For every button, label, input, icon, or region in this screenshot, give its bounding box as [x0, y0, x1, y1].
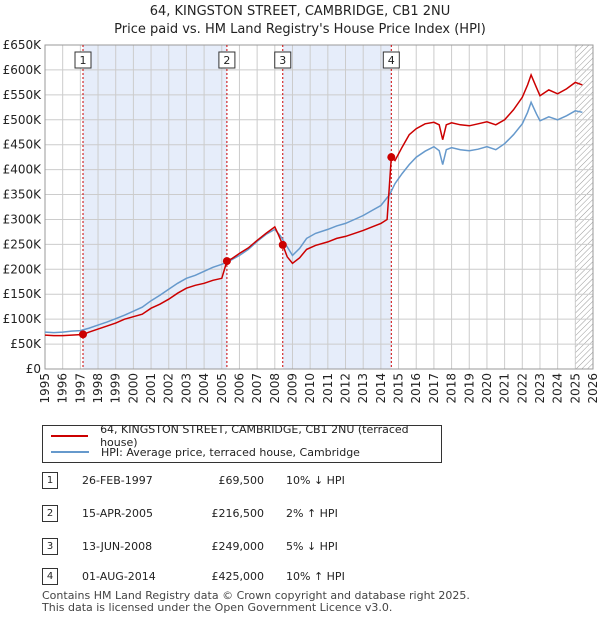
y-tick-label: £300K	[3, 212, 43, 226]
x-tick-label: 1998	[91, 373, 105, 404]
sale-point	[79, 330, 88, 339]
transaction-price: £216,500	[211, 507, 265, 520]
y-tick-label: £400K	[3, 163, 43, 177]
y-tick-label: £600K	[3, 63, 43, 77]
transaction-number: 1	[42, 472, 58, 489]
x-tick-label: 2025	[568, 373, 582, 404]
legend-item-hpi: HPI: Average price, terraced house, Camb…	[51, 444, 360, 460]
legend-label-hpi: HPI: Average price, terraced house, Camb…	[101, 445, 360, 459]
transaction-number: 4	[42, 568, 58, 585]
y-tick-label: £500K	[3, 113, 43, 127]
transaction-date: 13-JUN-2008	[82, 540, 153, 553]
y-tick-label: £650K	[3, 38, 43, 52]
transaction-price: £249,000	[211, 540, 265, 553]
transaction-number: 3	[42, 538, 58, 555]
x-tick-label: 2008	[268, 373, 282, 404]
chart-subtitle: Price paid vs. HM Land Registry's House …	[114, 22, 486, 37]
transaction-hpi: 2% ↑ HPI	[286, 507, 338, 520]
x-tick-label: 1996	[56, 373, 70, 404]
transaction-date: 01-AUG-2014	[82, 570, 156, 583]
marker-label: 2	[223, 54, 230, 67]
y-tick-label: £150K	[3, 287, 43, 301]
hpi-series-line	[44, 100, 583, 334]
x-tick-label: 2007	[250, 373, 264, 404]
y-tick-label: £550K	[3, 88, 43, 102]
shaded-period	[282, 45, 392, 369]
transaction-hpi: 5% ↓ HPI	[286, 540, 338, 553]
x-tick-label: 2020	[480, 373, 494, 404]
legend-swatch-hpi	[51, 451, 89, 453]
transaction-price: £69,500	[218, 474, 265, 487]
sale-point	[222, 257, 231, 266]
transaction-date: 26-FEB-1997	[82, 474, 153, 487]
x-tick-label: 2002	[162, 373, 176, 404]
y-tick-label: £50K	[10, 337, 42, 351]
x-tick-label: 2000	[126, 373, 140, 404]
x-tick-label: 2012	[339, 373, 353, 404]
x-tick-label: 2010	[303, 373, 317, 404]
transaction-number: 2	[42, 505, 58, 522]
legend: 64, KINGSTON STREET, CAMBRIDGE, CB1 2NU …	[42, 423, 442, 463]
property-series-line	[44, 72, 583, 337]
x-tick-label: 1999	[109, 373, 123, 404]
y-tick-label: £0	[26, 362, 41, 376]
x-tick-label: 2009	[285, 373, 299, 404]
x-tick-label: 1995	[38, 373, 52, 404]
x-tick-label: 2014	[374, 373, 388, 404]
x-tick-label: 2005	[215, 373, 229, 404]
transaction-hpi: 10% ↓ HPI	[286, 474, 345, 487]
table-row: 1 26-FEB-1997 £69,500 10% ↓ HPI	[42, 470, 442, 490]
x-tick-label: 2024	[551, 373, 565, 404]
x-tick-label: 2011	[321, 373, 335, 404]
x-tick-label: 2019	[462, 373, 476, 404]
x-tick-label: 2015	[392, 373, 406, 404]
table-row: 3 13-JUN-2008 £249,000 5% ↓ HPI	[42, 536, 442, 556]
table-row: 4 01-AUG-2014 £425,000 10% ↑ HPI	[42, 566, 442, 586]
price-chart: £0 £50K £100K £150K £200K £250K £300K £350K £400…	[3, 38, 600, 404]
chart-title: 64, KINGSTON STREET, CAMBRIDGE, CB1 2NU	[149, 4, 451, 19]
transaction-date: 15-APR-2005	[82, 507, 154, 520]
footer-copyright: Contains HM Land Registry data © Crown c…	[42, 589, 470, 602]
sale-point	[278, 240, 287, 249]
x-tick-label: 2021	[498, 373, 512, 404]
y-tick-label: £250K	[3, 237, 43, 251]
y-tick-label: £350K	[3, 188, 43, 202]
footer-license: This data is licensed under the Open Gov…	[42, 601, 393, 614]
x-tick-label: 2001	[144, 373, 158, 404]
y-tick-label: £200K	[3, 262, 43, 276]
x-tick-label: 2004	[197, 373, 211, 404]
marker-box	[274, 51, 292, 69]
marker-box	[382, 51, 400, 69]
marker-box	[218, 51, 236, 69]
x-tick-label: 2006	[232, 373, 246, 404]
legend-item-property: 64, KINGSTON STREET, CAMBRIDGE, CB1 2NU …	[51, 423, 441, 449]
x-tick-label: 2023	[533, 373, 547, 404]
forecast-hatch	[575, 45, 593, 369]
x-tick-label: 2013	[356, 373, 370, 404]
x-tick-label: 2017	[427, 373, 441, 404]
x-tick-label: 2022	[515, 373, 529, 404]
transaction-price: £425,000	[211, 570, 265, 583]
y-tick-label: £100K	[3, 312, 43, 326]
y-tick-label: £450K	[3, 138, 43, 152]
x-tick-label: 2026	[586, 373, 600, 404]
marker-label: 4	[388, 54, 395, 67]
x-tick-label: 2003	[179, 373, 193, 404]
x-tick-label: 2016	[409, 373, 423, 404]
marker-label: 3	[279, 54, 286, 67]
marker-label: 1	[80, 54, 87, 67]
legend-label-property: 64, KINGSTON STREET, CAMBRIDGE, CB1 2NU …	[100, 423, 409, 449]
marker-box	[74, 51, 92, 69]
table-row: 2 15-APR-2005 £216,500 2% ↑ HPI	[42, 503, 442, 523]
sale-point	[387, 153, 396, 162]
shaded-period	[83, 45, 227, 369]
transaction-hpi: 10% ↑ HPI	[286, 570, 345, 583]
x-tick-label: 2018	[445, 373, 459, 404]
x-tick-label: 1997	[73, 373, 87, 404]
legend-swatch-property	[51, 435, 89, 437]
plot-border	[44, 44, 594, 370]
